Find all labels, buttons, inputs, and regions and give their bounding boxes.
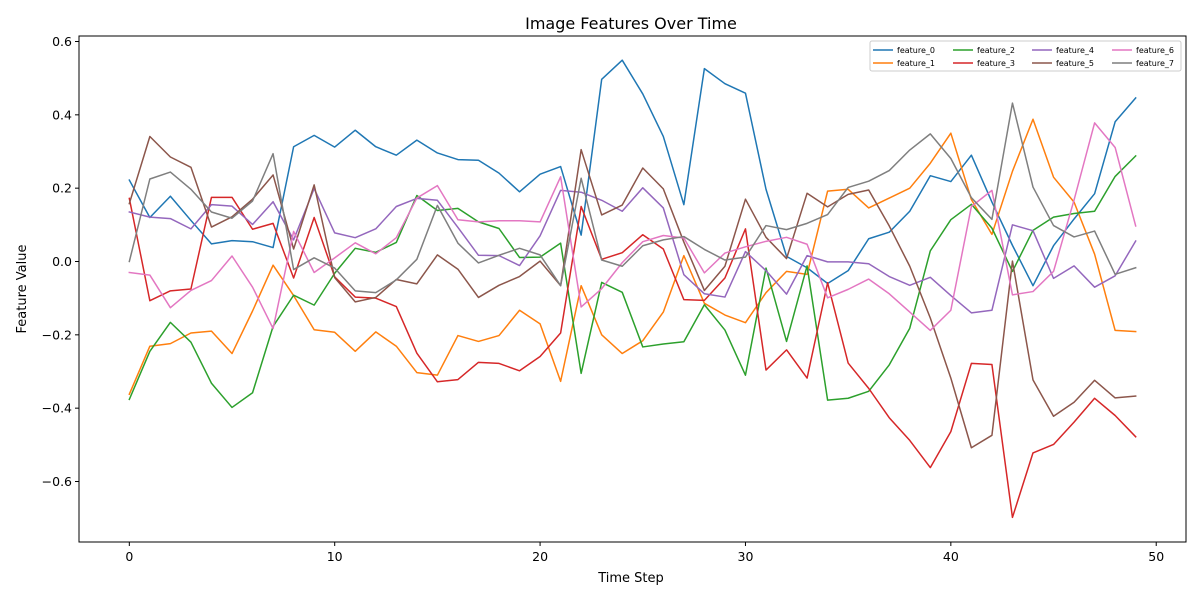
legend-label-feature_2: feature_2: [977, 46, 1015, 55]
x-tick-label: 40: [943, 549, 959, 564]
x-axis-label: Time Step: [597, 571, 664, 586]
y-tick-label: 0.0: [52, 254, 72, 269]
y-tick-label: −0.2: [42, 327, 72, 342]
y-tick-label: 0.6: [52, 34, 72, 49]
y-tick-label: 0.2: [52, 181, 72, 196]
series-line-feature_0: [128, 59, 1137, 287]
series-line-feature_3: [128, 196, 1137, 519]
legend-box: [869, 40, 1182, 72]
x-tick-label: 30: [738, 549, 754, 564]
legend-label-feature_0: feature_0: [897, 46, 935, 55]
y-axis-ticks: −0.6 −0.4 −0.2 0.0 0.2 0.4 0.6: [42, 34, 79, 489]
legend-label-feature_1: feature_1: [897, 59, 935, 68]
series-line-feature_1: [128, 118, 1137, 396]
legend-label-feature_3: feature_3: [977, 59, 1015, 68]
legend-label-feature_6: feature_6: [1136, 46, 1174, 55]
plot-frame: [78, 35, 1187, 543]
series-line-feature_6: [128, 122, 1137, 332]
legend-label-feature_4: feature_4: [1056, 46, 1094, 55]
x-tick-label: 0: [125, 549, 133, 564]
y-tick-label: 0.4: [52, 107, 72, 122]
y-tick-label: −0.4: [42, 401, 72, 416]
x-tick-label: 10: [327, 549, 343, 564]
legend-label-feature_7: feature_7: [1136, 59, 1174, 68]
legend: feature_0 feature_1 feature_2 feature_3 feat…: [869, 40, 1182, 72]
series-line-feature_7: [128, 102, 1137, 294]
series-line-feature_2: [128, 154, 1137, 409]
y-tick-label: −0.6: [42, 474, 72, 489]
y-axis-label: Feature Value: [15, 245, 30, 334]
plot-lines: [128, 59, 1137, 519]
legend-label-feature_5: feature_5: [1056, 59, 1094, 68]
series-line-feature_4: [128, 187, 1137, 314]
x-tick-label: 20: [532, 549, 548, 564]
chart-title: Image Features Over Time: [525, 14, 737, 33]
x-tick-label: 50: [1148, 549, 1164, 564]
x-axis-ticks: 0 10 20 30 40 50: [125, 542, 1164, 564]
